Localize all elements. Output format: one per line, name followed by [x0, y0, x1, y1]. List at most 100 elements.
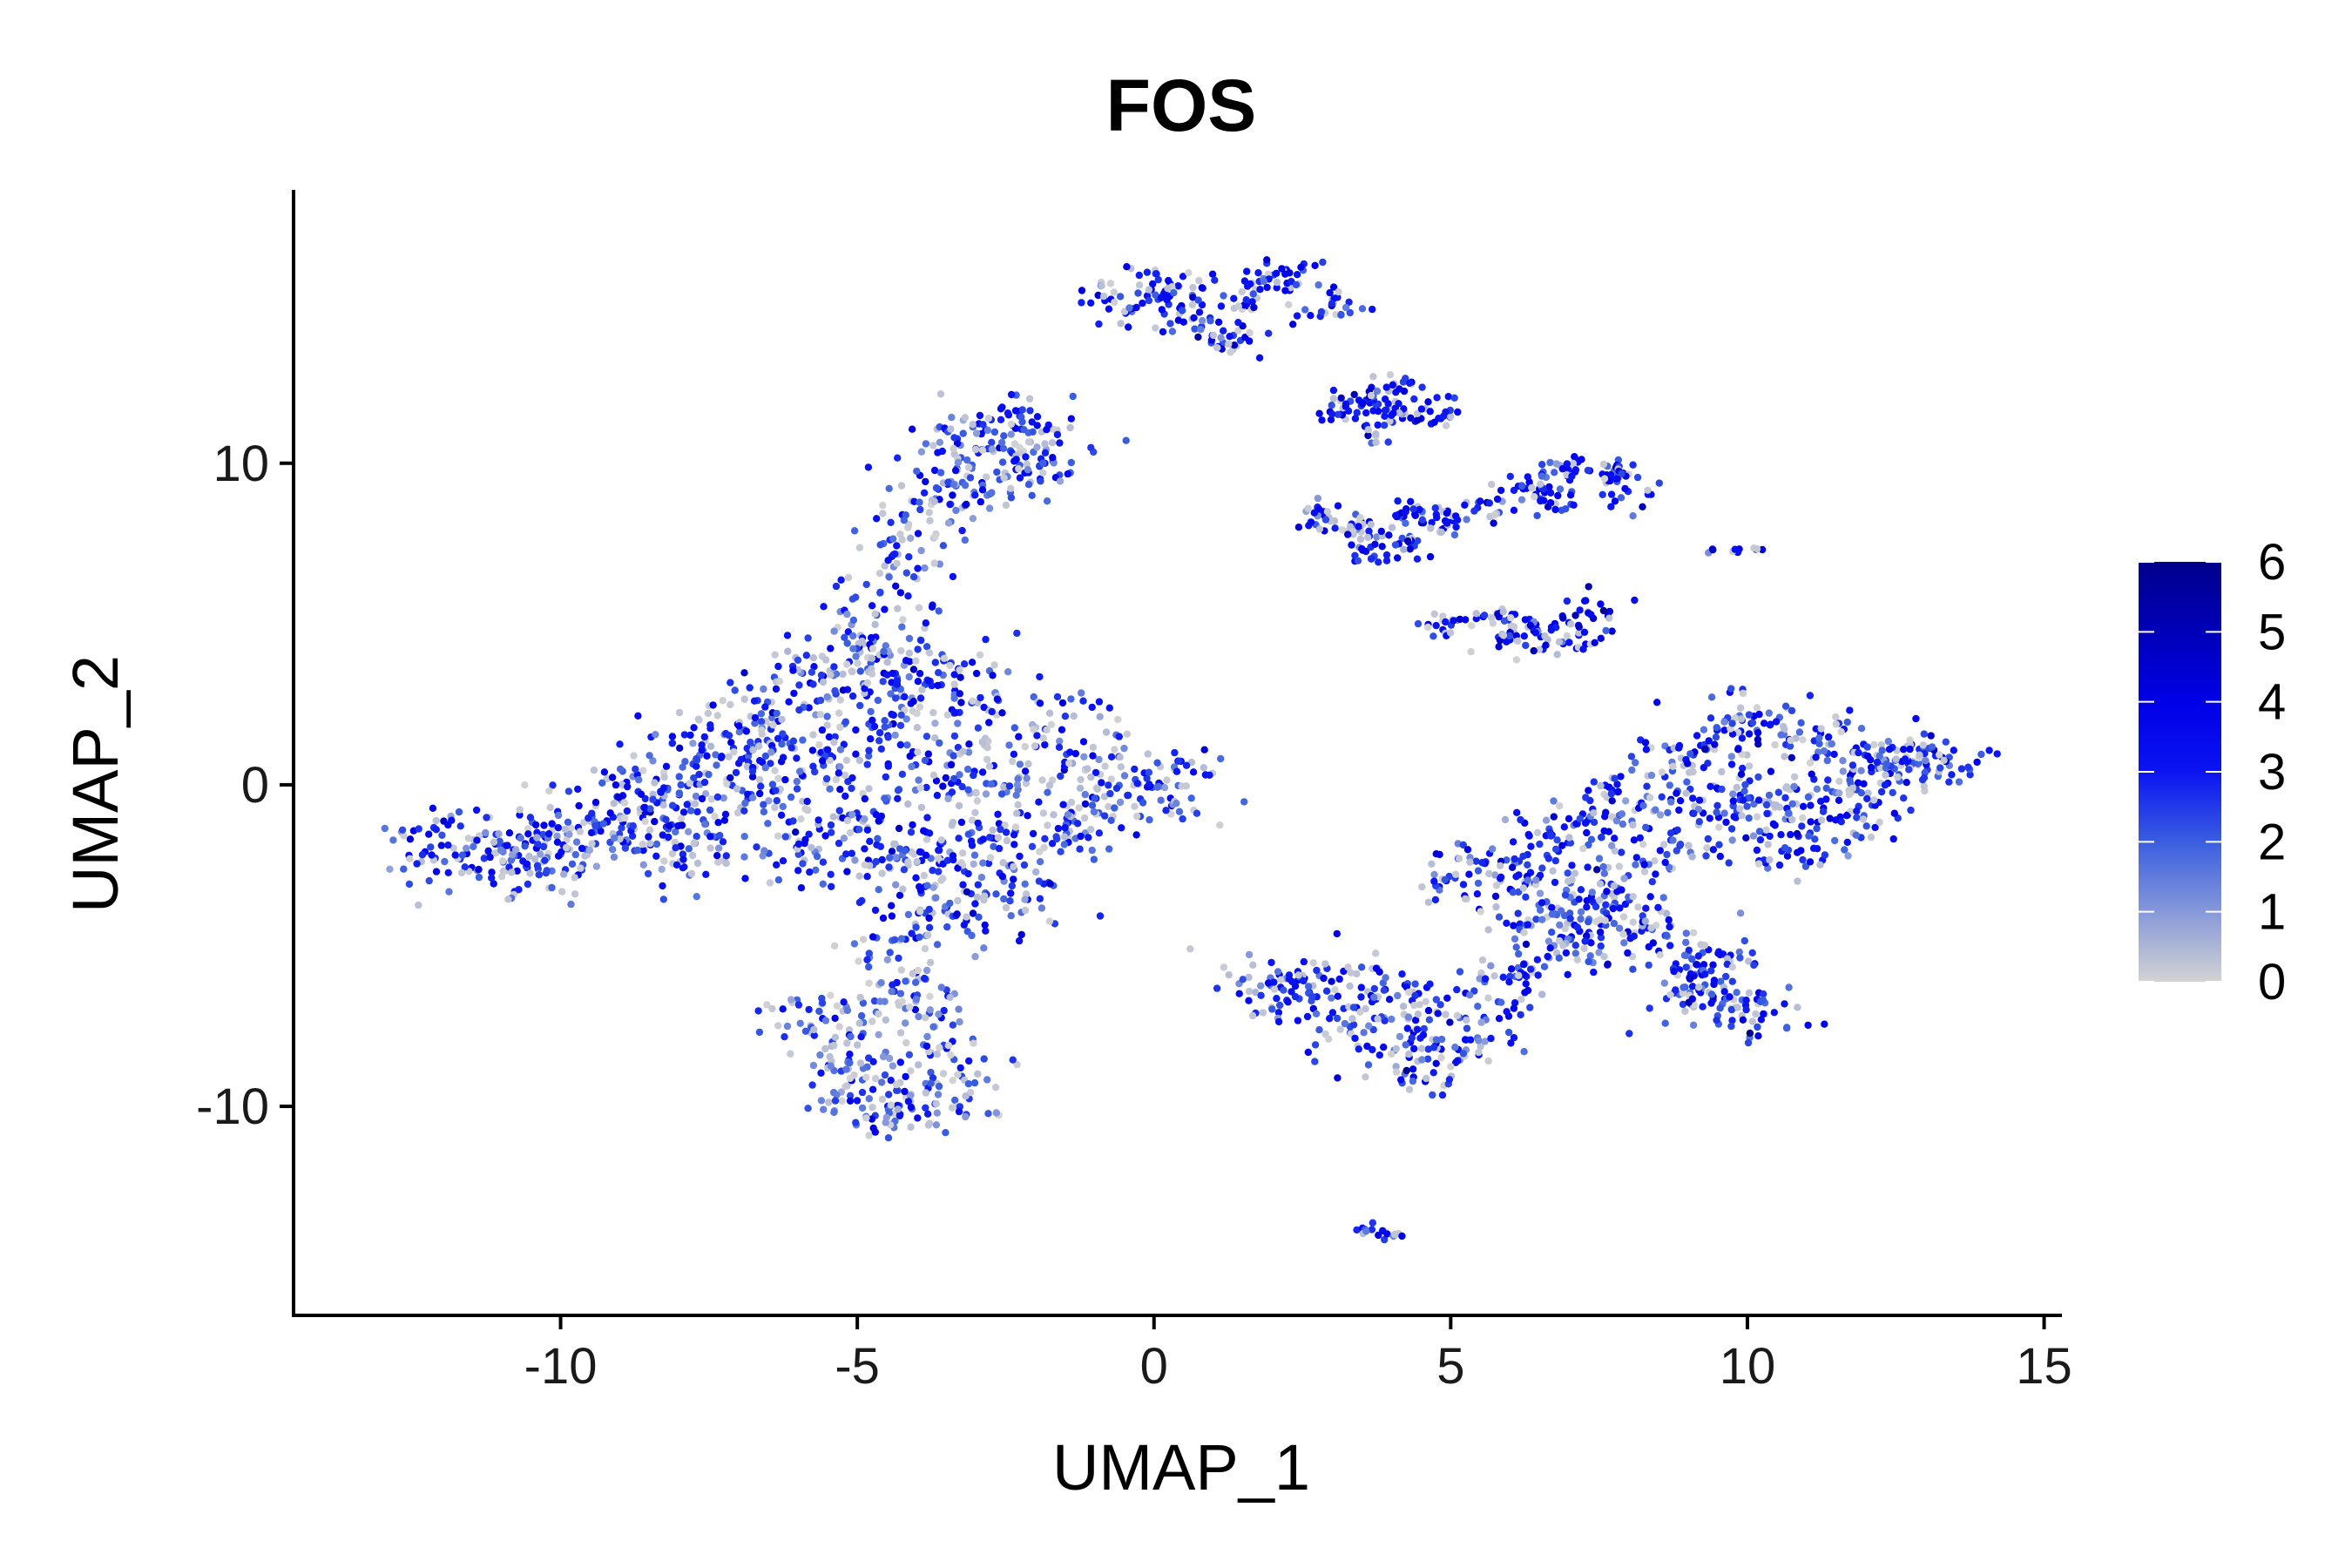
cell-point: [868, 1115, 876, 1123]
cell-point: [1331, 524, 1339, 532]
cell-point: [853, 1097, 862, 1105]
cell-point: [1069, 392, 1077, 401]
cell-point: [849, 645, 857, 652]
cell-point: [571, 874, 578, 882]
cell-point: [1700, 961, 1708, 969]
cell-point: [1045, 781, 1054, 789]
cell-point: [865, 963, 873, 971]
cell-point: [558, 848, 565, 856]
cell-point: [1619, 930, 1627, 938]
cell-point: [1153, 759, 1161, 767]
cell-point: [1461, 1036, 1470, 1044]
cell-point: [902, 977, 909, 985]
cell-point: [1742, 834, 1750, 841]
cell-point: [943, 923, 951, 931]
cell-point: [756, 789, 764, 798]
cell-point: [1505, 978, 1513, 986]
cell-point: [1596, 880, 1605, 888]
cell-point: [1046, 880, 1054, 888]
cell-point: [937, 876, 945, 884]
cell-point: [705, 770, 713, 779]
cell-point: [707, 795, 716, 803]
cell-point: [713, 761, 720, 769]
cell-point: [1731, 545, 1740, 553]
cell-point: [645, 833, 652, 841]
cell-point: [1411, 511, 1420, 519]
cell-point: [951, 1096, 959, 1105]
cell-point: [1632, 854, 1641, 862]
cell-point: [783, 632, 792, 639]
cell-point: [944, 794, 952, 803]
cell-point: [1590, 809, 1598, 817]
cell-point: [935, 1082, 943, 1091]
cell-point: [1378, 543, 1386, 551]
cell-point: [969, 909, 977, 917]
cell-point: [1139, 799, 1147, 807]
cell-point: [936, 739, 943, 747]
cell-point: [746, 684, 754, 692]
cell-point: [793, 777, 801, 786]
cell-point: [1322, 987, 1331, 995]
cell-point: [1446, 1018, 1454, 1026]
cell-point: [1647, 771, 1656, 780]
cell-point: [1700, 942, 1709, 950]
cell-point: [1593, 866, 1601, 874]
cell-point: [735, 722, 743, 730]
cell-point: [875, 570, 884, 578]
legend-tick-label: 6: [2258, 534, 2286, 591]
cell-point: [993, 695, 1002, 703]
cell-point: [819, 678, 828, 686]
cell-point: [1613, 781, 1621, 788]
cell-point: [1390, 1230, 1399, 1239]
cell-point: [1238, 287, 1246, 295]
cell-point: [1312, 1010, 1321, 1018]
cell-point: [1392, 511, 1400, 519]
cell-point: [905, 634, 914, 643]
cell-point: [1587, 835, 1596, 843]
cell-point: [774, 734, 782, 742]
cell-point: [610, 800, 618, 808]
cell-point: [1839, 757, 1847, 765]
cell-point: [879, 678, 887, 686]
cell-point: [1424, 1006, 1433, 1015]
cell-point: [1632, 861, 1639, 868]
cell-point: [947, 425, 955, 433]
cell-point: [896, 531, 904, 538]
cell-point: [1007, 430, 1015, 438]
cell-point: [896, 1058, 905, 1066]
cell-point: [1544, 937, 1553, 945]
cell-point: [1477, 969, 1485, 977]
cell-point: [1198, 284, 1206, 292]
cell-point: [846, 1097, 855, 1105]
cell-point: [1679, 990, 1687, 997]
cell-point: [1010, 841, 1018, 848]
cell-point: [415, 825, 422, 833]
cell-point: [949, 852, 957, 860]
cell-point: [668, 739, 677, 747]
cell-point: [854, 659, 862, 667]
cell-point: [1000, 895, 1008, 903]
cell-point: [1544, 952, 1551, 961]
cell-point: [533, 862, 542, 869]
cell-point: [517, 834, 524, 842]
cell-point: [713, 852, 721, 860]
cell-point: [1781, 794, 1789, 801]
cell-point: [1993, 750, 2001, 758]
cell-point: [1263, 256, 1271, 264]
cell-point: [1643, 782, 1651, 790]
cell-point: [1759, 996, 1767, 1004]
cell-point: [913, 467, 921, 476]
cell-point: [997, 416, 1005, 423]
cell-point: [994, 834, 1003, 841]
cell-point: [1806, 858, 1815, 866]
cell-point: [1410, 1001, 1418, 1010]
cell-point: [985, 719, 993, 727]
cell-point: [1575, 896, 1583, 903]
cell-point: [1395, 400, 1402, 408]
cell-point: [823, 693, 831, 701]
cell-point: [866, 688, 874, 696]
cell-point: [496, 837, 504, 845]
cell-point: [1522, 940, 1531, 949]
cell-point: [1023, 460, 1031, 469]
cell-point: [1234, 319, 1242, 327]
